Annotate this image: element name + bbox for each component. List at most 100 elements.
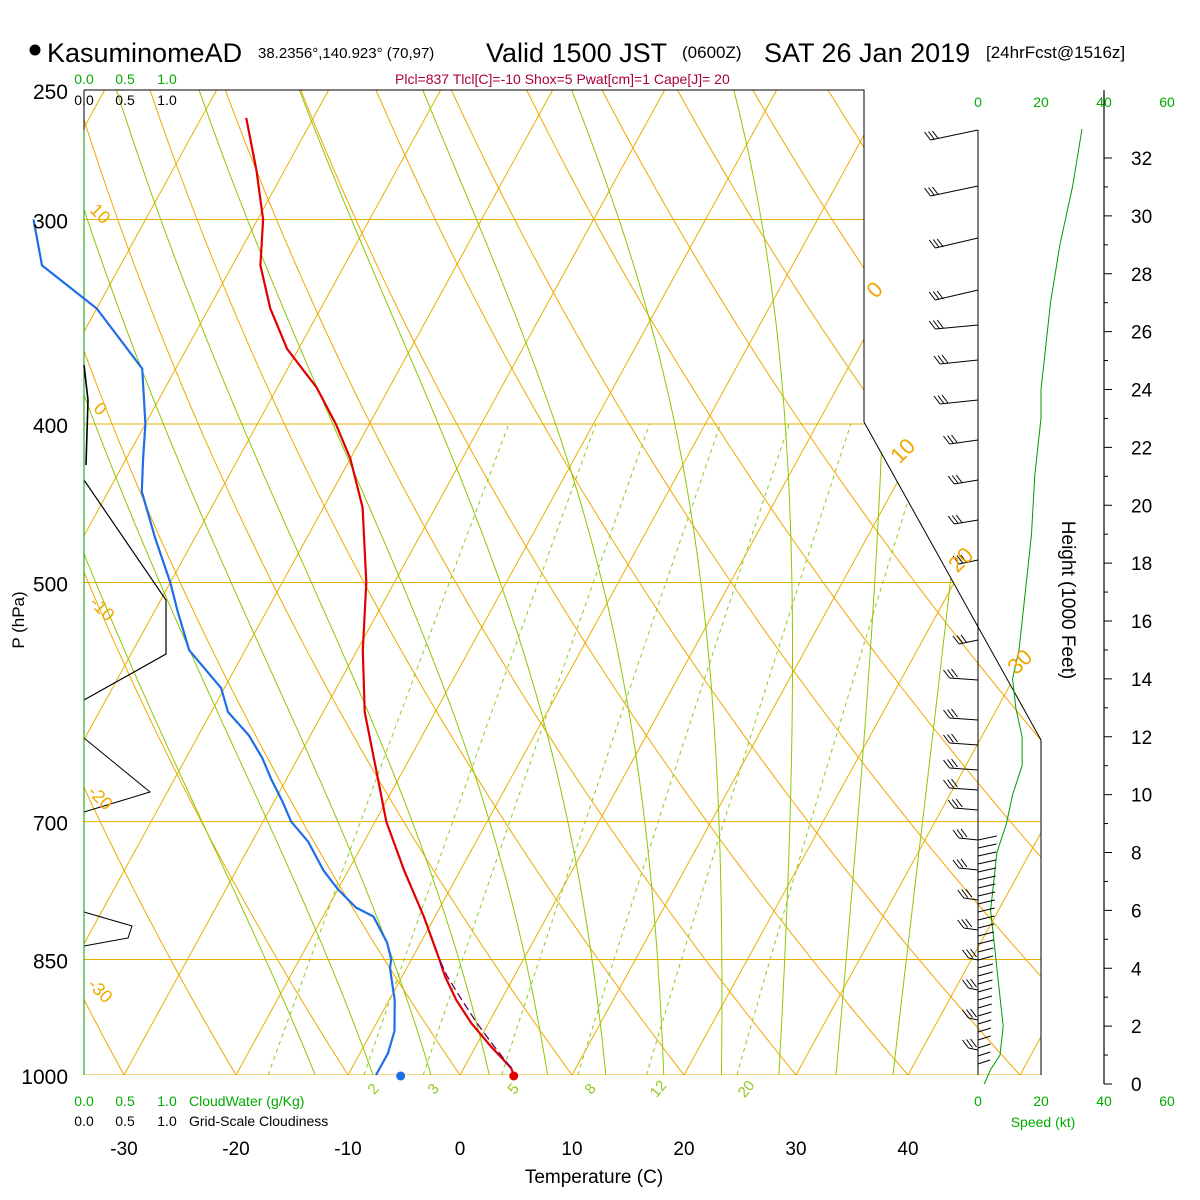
cloud-water-scale-label: 0.0	[74, 1093, 94, 1109]
height-tick-label: 14	[1131, 670, 1153, 691]
cloudiness-scale-label: 0.5	[115, 92, 135, 108]
wind-barb-feather	[966, 1009, 973, 1018]
temperature-tick-label: 0	[455, 1139, 466, 1160]
wind-barb-feather	[928, 187, 935, 196]
wind-barb-feather	[951, 668, 958, 678]
wind-barb	[977, 987, 993, 993]
wind-barb-feather	[957, 889, 965, 899]
cloud-water-scale-label: 1.0	[157, 1093, 177, 1109]
wind-barb-feather	[947, 759, 954, 768]
wind-barb	[977, 995, 993, 1001]
cloud-water-label: CloudWater (g/Kg)	[189, 1093, 304, 1109]
wind-barb-feather	[965, 888, 973, 898]
station-bullet-icon	[29, 44, 41, 56]
wind-barb-feather	[956, 635, 964, 644]
station-name: KasuminomeAD	[47, 38, 242, 68]
x-axis-title: Temperature (C)	[525, 1167, 663, 1188]
dry-adiabat-line	[84, 90, 485, 1075]
sounding-traces	[32, 117, 1083, 1085]
wind-barb-feather	[947, 475, 955, 485]
wind-barb-feather	[952, 635, 960, 645]
moist-adiabat-label: 10	[885, 433, 920, 468]
wind-barb	[977, 867, 996, 873]
wind-barb	[958, 639, 979, 645]
height-tick-label: 8	[1131, 844, 1142, 865]
wind-barb-feather	[928, 239, 936, 249]
wind-barb	[977, 1059, 991, 1065]
grid-cloud-label: Grid-Scale Cloudiness	[189, 1113, 328, 1129]
height-tick-label: 24	[1131, 381, 1153, 402]
wind-barb	[977, 979, 993, 985]
speed-tick-label: 20	[1033, 94, 1049, 110]
cloudiness-scale-label: 0.5	[115, 1113, 135, 1129]
mixing-ratio-label: 20	[735, 1077, 759, 1101]
height-tick-label: 22	[1131, 438, 1152, 459]
wind-barb-feather	[951, 708, 958, 718]
forecast-info: [24hrFcst@1516z]	[986, 43, 1125, 62]
cloudiness-line	[83, 479, 167, 701]
wind-barb-feather	[956, 555, 964, 564]
height-tick-label: 32	[1131, 149, 1152, 170]
moist-adiabat-line	[733, 90, 793, 1075]
wind-barb	[968, 957, 979, 961]
wind-barbs	[924, 129, 997, 1065]
isotherm-line	[235, 90, 778, 1075]
dry-adiabat-line	[84, 90, 371, 1075]
temperature-tick-label: 30	[785, 1139, 806, 1160]
moist-adiabat-line	[84, 90, 330, 1075]
dry-adiabat-line	[84, 90, 144, 1075]
wind-barb-feather	[947, 669, 954, 678]
axes: 2503004005007008501000100-10-20-30010203…	[21, 71, 1175, 1160]
wind-barb-feather	[947, 799, 955, 809]
dry-adiabat-line	[884, 90, 1041, 1075]
wind-barb	[977, 1019, 992, 1025]
wind-barb-feather	[952, 859, 960, 869]
adiabat-label: 10	[86, 200, 114, 228]
speed-tick-label: 60	[1159, 94, 1175, 110]
moist-adiabat-line	[832, 90, 886, 1075]
isotherm-line	[795, 90, 1041, 1075]
pressure-tick-label: 400	[33, 415, 68, 438]
station-coords: 38.2356°,140.923° (70,97)	[258, 45, 434, 62]
wind-barb-feather	[970, 948, 977, 958]
moist-adiabat-label: 30	[1002, 644, 1037, 679]
valid-time: Valid 1500 JST	[486, 38, 667, 68]
wind-barb	[977, 963, 994, 969]
moist-adiabat-line	[84, 90, 386, 1075]
speed-tick-label: 40	[1096, 1093, 1112, 1109]
wind-barb	[977, 907, 995, 913]
wind-barb	[963, 897, 979, 901]
wind-barb	[958, 837, 979, 841]
wind-barb-feather	[933, 355, 941, 365]
dry-adiabat-line	[139, 90, 712, 1075]
wind-barb	[968, 987, 979, 991]
temperature-profile	[245, 117, 515, 1076]
wind-barb-feather	[962, 1039, 969, 1049]
wind-barb	[977, 955, 994, 961]
mixing-ratio-label: 2	[364, 1080, 382, 1097]
temperature-tick-label: -20	[222, 1139, 249, 1160]
wind-barb-feather	[960, 554, 968, 564]
wind-barb-feather	[932, 291, 940, 300]
wind-barb-feather	[947, 779, 954, 788]
wind-barb-feather	[932, 186, 939, 196]
adiabat-label: -10	[86, 592, 119, 625]
moist-adiabat-line	[422, 90, 666, 1075]
moist-adiabat-line	[571, 90, 723, 1075]
wind-barb-feather	[952, 829, 960, 839]
mixing-ratio-line	[736, 423, 933, 1075]
wind-barb-feather	[951, 799, 959, 808]
wind-barb	[958, 867, 979, 871]
wind-barb	[977, 843, 997, 849]
wind-barb-feather	[932, 130, 939, 140]
mixing-ratio-line	[422, 423, 651, 1075]
valid-date: SAT 26 Jan 2019	[764, 38, 970, 68]
wind-barb	[977, 1027, 992, 1033]
wind-barb-feather	[943, 759, 950, 769]
cloud-water-scale-label: 0.5	[115, 1093, 135, 1109]
y-axis-title: P (hPa)	[9, 591, 28, 648]
wind-barb-feather	[955, 514, 963, 524]
speed-axis-title: Speed (kt)	[1011, 1114, 1076, 1130]
cloud-water-scale-label: 0.5	[115, 71, 135, 87]
